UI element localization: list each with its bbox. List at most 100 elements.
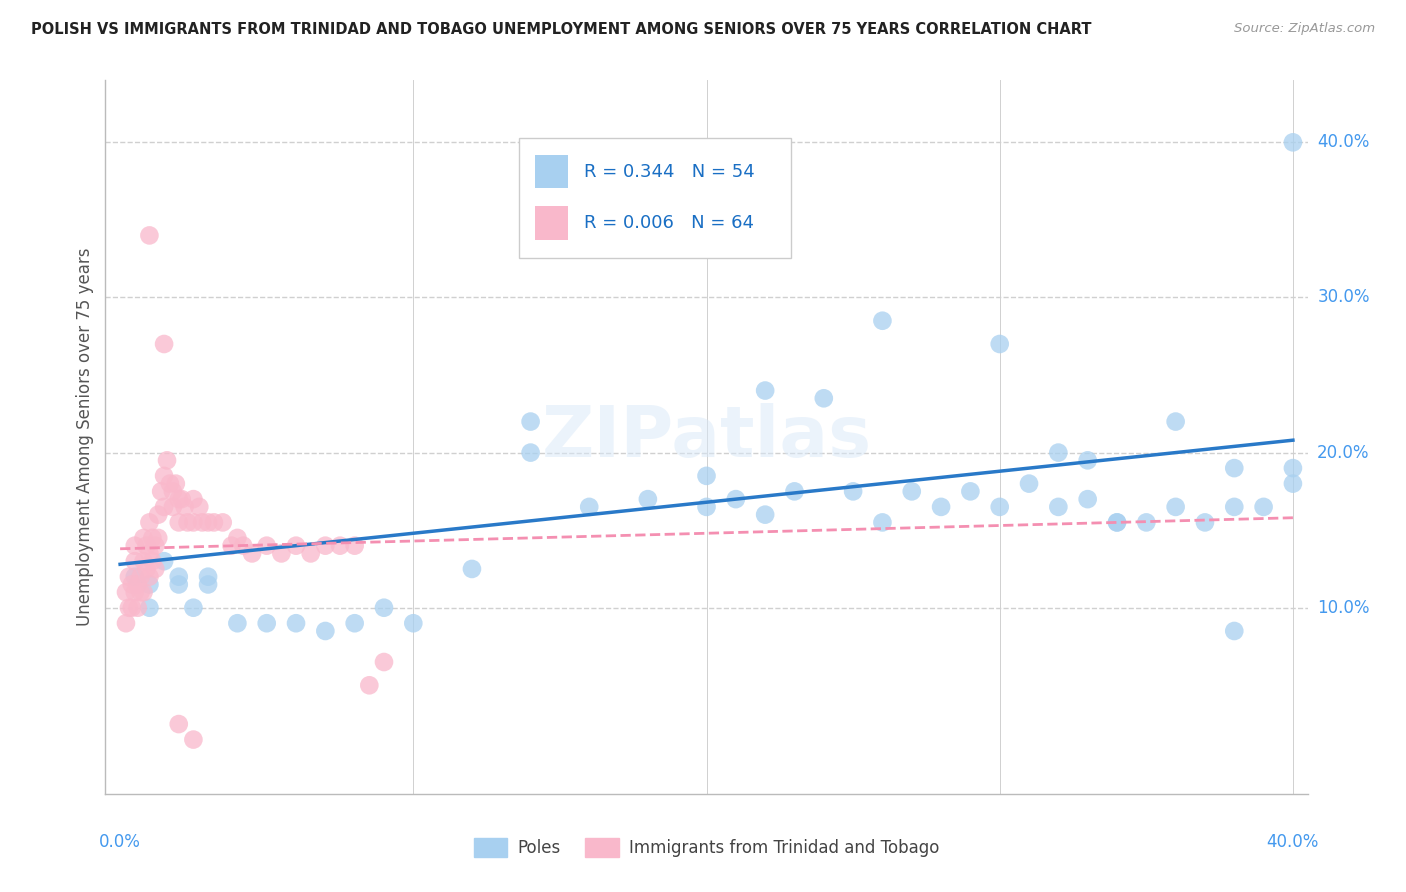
Point: [285, 616, 308, 631]
Point: [842, 484, 865, 499]
Point: [153, 500, 176, 514]
Point: [132, 554, 155, 568]
Point: [143, 539, 166, 553]
Point: [162, 500, 184, 514]
Point: [202, 516, 225, 530]
Text: 30.0%: 30.0%: [1317, 288, 1369, 307]
Point: [1105, 516, 1128, 530]
Point: [148, 531, 170, 545]
Point: [1018, 476, 1040, 491]
Point: [519, 445, 541, 459]
Point: [115, 616, 138, 631]
Text: POLISH VS IMMIGRANTS FROM TRINIDAD AND TOBAGO UNEMPLOYMENT AMONG SENIORS OVER 75: POLISH VS IMMIGRANTS FROM TRINIDAD AND T…: [31, 22, 1091, 37]
Point: [115, 585, 138, 599]
Point: [211, 516, 233, 530]
Point: [121, 600, 143, 615]
Point: [1223, 624, 1246, 638]
Point: [1223, 461, 1246, 475]
Point: [1253, 500, 1275, 514]
Text: 40.0%: 40.0%: [1267, 833, 1319, 851]
Point: [1135, 516, 1157, 530]
Point: [143, 562, 166, 576]
Point: [124, 554, 146, 568]
Point: [519, 415, 541, 429]
Point: [138, 577, 160, 591]
Point: [129, 570, 152, 584]
Point: [153, 554, 176, 568]
Point: [183, 600, 205, 615]
Point: [141, 554, 163, 568]
Text: 10.0%: 10.0%: [1317, 599, 1369, 616]
Point: [226, 531, 249, 545]
Point: [373, 600, 395, 615]
Point: [191, 516, 214, 530]
Point: [988, 500, 1011, 514]
Point: [402, 616, 425, 631]
Point: [696, 500, 718, 514]
Point: [150, 484, 173, 499]
Point: [1105, 516, 1128, 530]
Point: [176, 516, 198, 530]
Point: [373, 655, 395, 669]
Point: [132, 585, 155, 599]
Point: [183, 516, 205, 530]
Text: 40.0%: 40.0%: [1317, 133, 1369, 152]
Point: [162, 484, 184, 499]
Text: R = 0.006   N = 64: R = 0.006 N = 64: [585, 214, 755, 232]
Point: [1282, 461, 1305, 475]
Point: [132, 531, 155, 545]
Point: [167, 570, 190, 584]
Point: [138, 228, 160, 243]
Point: [696, 468, 718, 483]
Point: [129, 585, 152, 599]
Point: [127, 577, 149, 591]
Point: [173, 500, 195, 514]
Point: [138, 546, 160, 560]
Point: [461, 562, 484, 576]
Text: ZIPatlas: ZIPatlas: [541, 402, 872, 472]
Point: [221, 539, 243, 553]
Point: [124, 539, 146, 553]
Point: [1223, 500, 1246, 514]
Point: [165, 476, 187, 491]
Point: [226, 616, 249, 631]
Point: [872, 516, 894, 530]
Point: [232, 539, 254, 553]
Point: [270, 546, 292, 560]
Point: [240, 546, 263, 560]
Point: [256, 616, 278, 631]
Point: [138, 516, 160, 530]
Point: [183, 492, 205, 507]
Point: [148, 508, 170, 522]
Text: R = 0.344   N = 54: R = 0.344 N = 54: [585, 162, 755, 180]
Legend: Poles, Immigrants from Trinidad and Tobago: Poles, Immigrants from Trinidad and Toba…: [467, 831, 946, 864]
Point: [127, 600, 149, 615]
Point: [813, 392, 835, 406]
Point: [167, 717, 190, 731]
Point: [1194, 516, 1216, 530]
Point: [138, 570, 160, 584]
Point: [118, 600, 141, 615]
Point: [159, 476, 181, 491]
Point: [637, 492, 659, 507]
Point: [1077, 492, 1099, 507]
Point: [1047, 500, 1070, 514]
Text: 0.0%: 0.0%: [100, 833, 141, 851]
Point: [929, 500, 952, 514]
Point: [167, 516, 190, 530]
Point: [124, 585, 146, 599]
Point: [124, 570, 146, 584]
Point: [153, 468, 176, 483]
Point: [141, 531, 163, 545]
Point: [138, 600, 160, 615]
Point: [135, 562, 157, 576]
Text: Source: ZipAtlas.com: Source: ZipAtlas.com: [1234, 22, 1375, 36]
Point: [343, 616, 366, 631]
Point: [1077, 453, 1099, 467]
Point: [1047, 445, 1070, 459]
Point: [197, 577, 219, 591]
Point: [1282, 136, 1305, 150]
Point: [167, 492, 190, 507]
Point: [959, 484, 981, 499]
Point: [118, 570, 141, 584]
